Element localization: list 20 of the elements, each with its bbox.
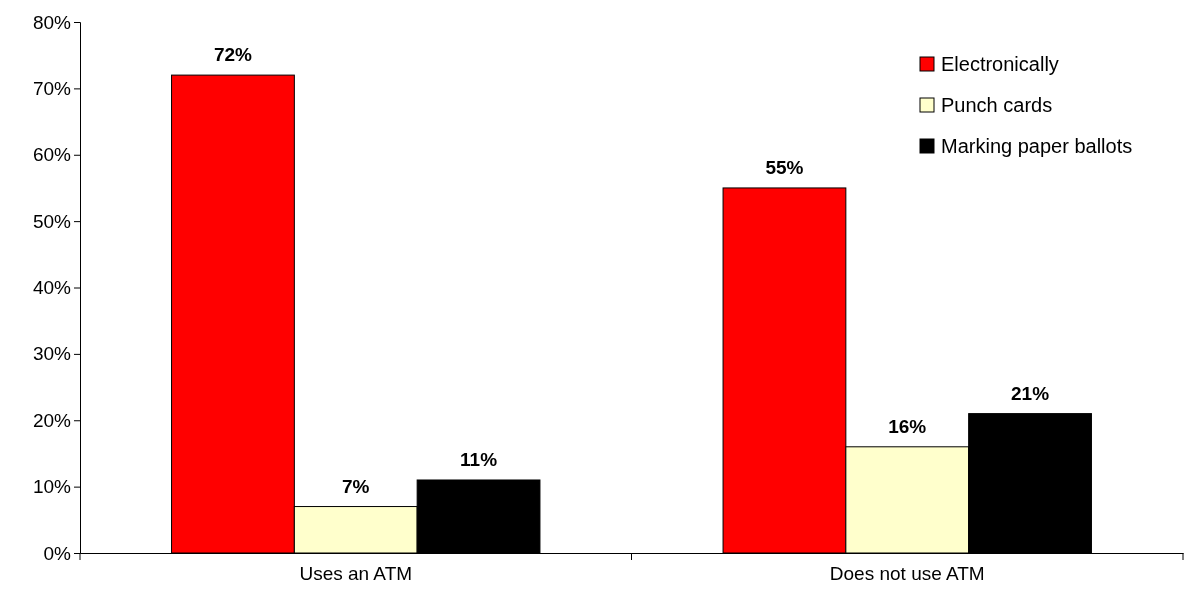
data-label: 11% [460, 448, 498, 470]
data-label: 21% [1011, 382, 1050, 404]
data-label: 16% [888, 415, 927, 437]
y-tick-label: 80% [32, 11, 72, 33]
y-tick-label: 60% [32, 144, 72, 166]
y-tick-label: 70% [32, 77, 72, 99]
data-label: 7% [342, 475, 370, 497]
x-tick-label: Does not use ATM [829, 563, 985, 585]
y-tick-label: 20% [32, 409, 72, 431]
y-tick-label: 0% [43, 542, 72, 564]
x-tick-label: Uses an ATM [299, 563, 413, 585]
data-label: 55% [765, 156, 804, 178]
legend-label: Marking paper ballots [941, 135, 1133, 157]
y-tick-label: 50% [32, 210, 72, 232]
y-tick-label: 10% [32, 476, 72, 498]
y-tick-label: 40% [32, 277, 72, 299]
data-label: 72% [213, 44, 253, 66]
y-tick-label: 30% [32, 343, 72, 365]
legend-label: Punch cards [941, 94, 1053, 116]
legend-label: Electronically [941, 53, 1059, 75]
